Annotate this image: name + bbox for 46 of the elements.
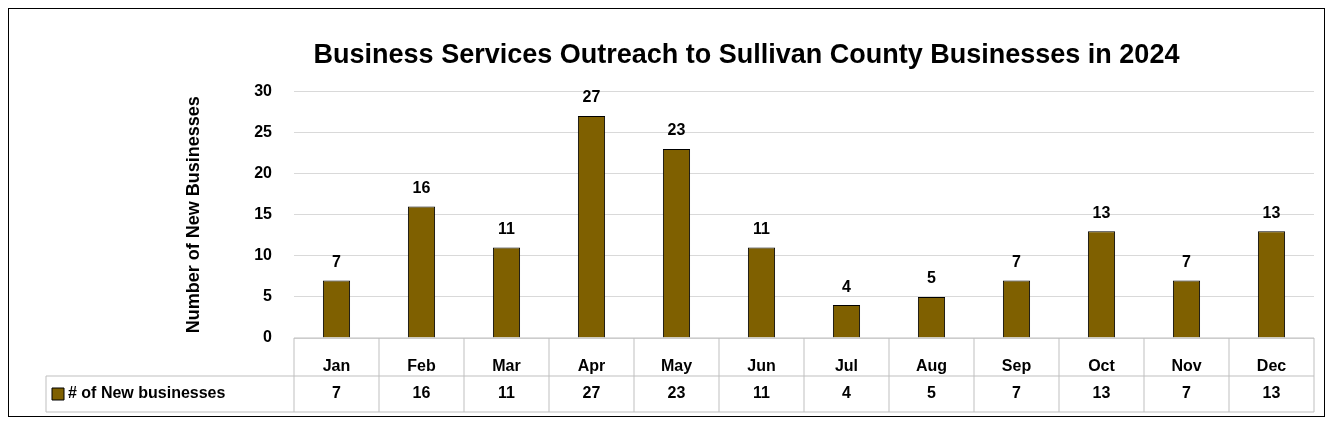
legend-label: # of New businesses	[68, 384, 226, 402]
annotation: 13	[1092, 203, 1111, 221]
y-axis-title: Number of New Businesses	[182, 96, 203, 334]
y-tick-label: 30	[254, 81, 273, 99]
data-label: 11	[753, 384, 771, 402]
data-label: 13	[1262, 384, 1281, 402]
x-tick-label: Oct	[1088, 357, 1116, 375]
data-label: 13	[1092, 384, 1111, 402]
x-tick-label: Dec	[1256, 357, 1287, 375]
y-tick-label: 0	[263, 328, 273, 346]
x-tick-label: Jun	[747, 357, 776, 375]
data-label: 23	[667, 384, 686, 402]
annotation: 27	[582, 88, 601, 106]
x-tick-label: Mar	[492, 357, 521, 375]
data-label: 16	[412, 384, 431, 402]
annotation: 23	[667, 121, 686, 139]
data-label: 7	[1012, 384, 1022, 402]
x-tick-label: Apr	[577, 357, 606, 375]
annotation: 4	[842, 277, 852, 295]
data-label: 27	[582, 384, 601, 402]
y-tick-label: 10	[254, 246, 273, 264]
annotation: 7	[1012, 252, 1022, 270]
y-tick-label: 25	[254, 122, 273, 140]
x-tick-label: May	[660, 357, 693, 375]
x-tick-label: Feb	[407, 357, 436, 375]
x-tick-label: Sep	[1001, 357, 1032, 375]
x-tick-label: Jul	[834, 357, 859, 375]
data-label: 5	[927, 384, 937, 402]
annotation: 7	[332, 252, 342, 270]
data-label: 11	[498, 384, 516, 402]
annotation: 11	[498, 219, 516, 237]
annotation: 16	[412, 178, 431, 196]
annotation: 11	[753, 219, 771, 237]
annotation: 7	[1182, 252, 1192, 270]
x-tick-label: Nov	[1171, 357, 1202, 375]
y-tick-label: 15	[254, 205, 273, 223]
chart-title: Business Services Outreach to Sullivan County Businesses in 2024	[313, 38, 1180, 69]
y-tick-label: 5	[263, 287, 273, 305]
data-label: 7	[332, 384, 342, 402]
annotation: 13	[1262, 203, 1281, 221]
data-label: 7	[1182, 384, 1192, 402]
x-tick-label: Jan	[322, 357, 351, 375]
data-label: 4	[842, 384, 852, 402]
y-tick-label: 20	[254, 164, 273, 182]
annotation: 5	[927, 269, 937, 287]
x-tick-label: Aug	[915, 357, 948, 375]
